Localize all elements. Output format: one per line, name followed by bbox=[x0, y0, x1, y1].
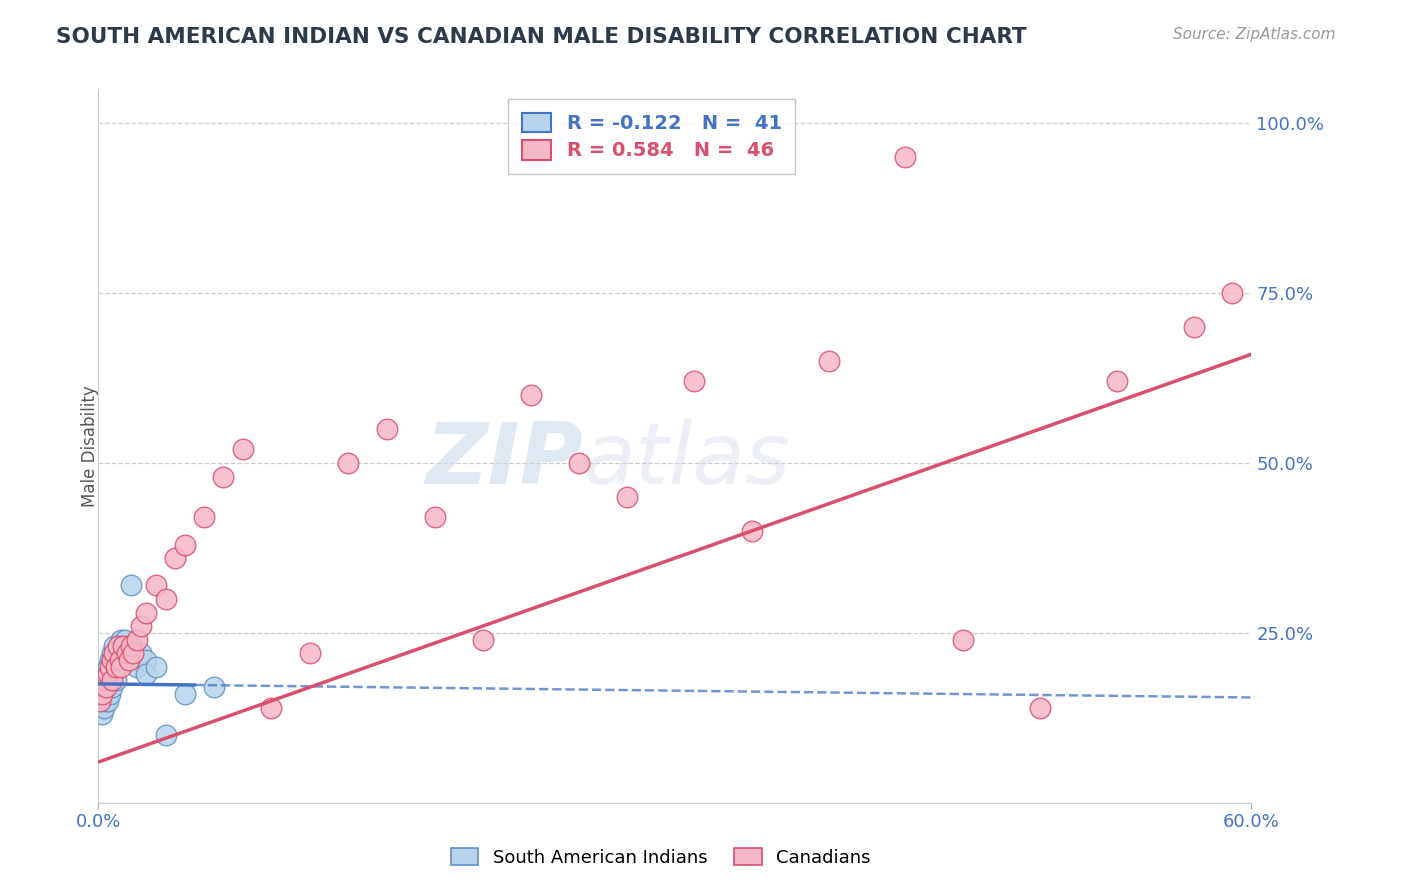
Point bbox=[93, 700, 115, 714]
Point bbox=[165, 551, 187, 566]
Point bbox=[101, 666, 124, 681]
Point bbox=[125, 660, 148, 674]
Point bbox=[212, 469, 235, 483]
Point bbox=[103, 660, 125, 674]
Point bbox=[103, 640, 125, 654]
Point bbox=[94, 666, 117, 681]
Point bbox=[93, 673, 115, 688]
Point bbox=[135, 666, 157, 681]
Point bbox=[114, 632, 136, 647]
Point bbox=[107, 660, 129, 674]
Point bbox=[97, 694, 120, 708]
Point bbox=[93, 673, 115, 688]
Point bbox=[89, 694, 111, 708]
Point bbox=[107, 646, 129, 660]
Point bbox=[97, 660, 120, 674]
Point bbox=[118, 640, 141, 654]
Point bbox=[91, 707, 114, 722]
Point bbox=[101, 680, 124, 694]
Point bbox=[112, 640, 135, 654]
Point bbox=[89, 694, 111, 708]
Point bbox=[94, 680, 117, 694]
Point bbox=[118, 653, 141, 667]
Point bbox=[101, 673, 124, 688]
Point bbox=[94, 680, 117, 694]
Point bbox=[97, 666, 120, 681]
Point bbox=[1220, 286, 1243, 301]
Point bbox=[108, 640, 131, 654]
Point bbox=[101, 653, 124, 667]
Point bbox=[94, 694, 117, 708]
Point bbox=[98, 653, 121, 667]
Point bbox=[423, 510, 446, 524]
Point bbox=[894, 150, 917, 164]
Point bbox=[120, 578, 142, 592]
Point bbox=[135, 653, 157, 667]
Point bbox=[110, 646, 132, 660]
Point bbox=[101, 646, 124, 660]
Text: atlas: atlas bbox=[582, 418, 790, 502]
Point bbox=[155, 728, 177, 742]
Text: SOUTH AMERICAN INDIAN VS CANADIAN MALE DISABILITY CORRELATION CHART: SOUTH AMERICAN INDIAN VS CANADIAN MALE D… bbox=[56, 27, 1026, 46]
Point bbox=[298, 646, 321, 660]
Point bbox=[375, 422, 398, 436]
Point bbox=[202, 680, 225, 694]
Point bbox=[104, 653, 127, 667]
Point bbox=[110, 660, 132, 674]
Point bbox=[98, 660, 121, 674]
Point bbox=[155, 591, 177, 606]
Text: Source: ZipAtlas.com: Source: ZipAtlas.com bbox=[1173, 27, 1336, 42]
Point bbox=[520, 388, 543, 402]
Legend: South American Indians, Canadians: South American Indians, Canadians bbox=[444, 841, 877, 874]
Point bbox=[145, 660, 167, 674]
Point bbox=[107, 640, 129, 654]
Point bbox=[145, 578, 167, 592]
Point bbox=[260, 700, 283, 714]
Point bbox=[193, 510, 215, 524]
Point bbox=[129, 646, 152, 660]
Y-axis label: Male Disability: Male Disability bbox=[82, 385, 98, 507]
Point bbox=[97, 673, 120, 688]
Point bbox=[122, 653, 145, 667]
Point bbox=[120, 640, 142, 654]
Point bbox=[112, 640, 135, 654]
Point bbox=[1029, 700, 1052, 714]
Point bbox=[952, 632, 974, 647]
Text: ZIP: ZIP bbox=[425, 418, 582, 502]
Point bbox=[98, 687, 121, 701]
Point bbox=[104, 673, 127, 688]
Point bbox=[174, 537, 197, 551]
Point bbox=[231, 442, 254, 457]
Point bbox=[129, 619, 152, 633]
Point bbox=[108, 653, 131, 667]
Point bbox=[91, 680, 114, 694]
Point bbox=[683, 375, 706, 389]
Point bbox=[104, 660, 127, 674]
Point bbox=[741, 524, 763, 538]
Point bbox=[471, 632, 494, 647]
Point bbox=[174, 687, 197, 701]
Point bbox=[117, 646, 139, 660]
Point bbox=[110, 632, 132, 647]
Point bbox=[93, 687, 115, 701]
Point bbox=[1182, 320, 1205, 334]
Point bbox=[103, 646, 125, 660]
Point bbox=[568, 456, 591, 470]
Point bbox=[117, 646, 139, 660]
Legend: R = -0.122   N =  41, R = 0.584   N =  46: R = -0.122 N = 41, R = 0.584 N = 46 bbox=[509, 99, 796, 174]
Point bbox=[1105, 375, 1128, 389]
Point bbox=[616, 490, 638, 504]
Point bbox=[122, 646, 145, 660]
Point bbox=[108, 653, 131, 667]
Point bbox=[337, 456, 360, 470]
Point bbox=[817, 354, 839, 368]
Point bbox=[91, 687, 114, 701]
Point bbox=[125, 632, 148, 647]
Point bbox=[135, 606, 157, 620]
